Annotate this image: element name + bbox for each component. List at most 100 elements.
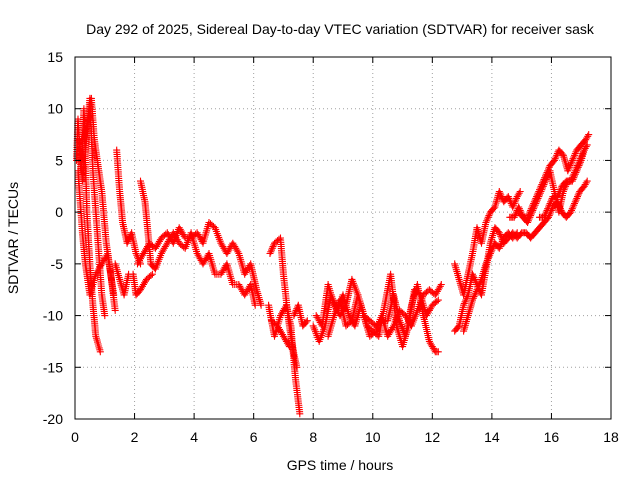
data-point [568, 206, 575, 214]
data-point [530, 198, 538, 206]
data-point [147, 272, 155, 279]
data-point [544, 205, 552, 213]
data-point [285, 343, 293, 351]
data-point [266, 250, 274, 257]
data-point [495, 188, 503, 195]
data-point [533, 193, 541, 201]
data-point [570, 153, 578, 161]
data-point [577, 153, 585, 161]
data-point [496, 189, 504, 197]
data-point [526, 208, 534, 216]
data-point [512, 196, 520, 204]
data-point [529, 201, 537, 209]
x-tick-label: 16 [544, 429, 560, 445]
data-point [291, 308, 299, 316]
x-tick-label: 0 [71, 429, 79, 445]
data-point [579, 150, 587, 157]
data-point [573, 163, 581, 171]
data-point [534, 189, 542, 197]
data-point [551, 155, 559, 163]
chart-title: Day 292 of 2025, Sidereal Day-to-day VTE… [86, 21, 595, 37]
data-point [483, 256, 491, 264]
data-point [475, 281, 483, 288]
data-point [95, 344, 103, 352]
data-point [148, 270, 156, 278]
data-point [577, 155, 584, 163]
data-point [477, 277, 485, 285]
data-point [574, 191, 582, 199]
data-point [582, 143, 590, 151]
data-point [268, 244, 276, 252]
data-point [582, 179, 590, 187]
data-point [527, 205, 535, 213]
data-point [485, 212, 493, 220]
data-point [302, 318, 310, 326]
data-point [454, 272, 462, 279]
data-point [530, 200, 538, 207]
data-point [437, 281, 445, 288]
data-point [486, 250, 494, 257]
data-point [524, 212, 532, 220]
data-point [257, 301, 265, 309]
data-point [484, 213, 492, 221]
y-tick-label: -5 [51, 256, 64, 272]
data-point [463, 294, 471, 302]
data-point [434, 348, 442, 356]
y-tick-label: -20 [43, 411, 63, 427]
data-point [542, 208, 550, 216]
data-point [571, 198, 579, 206]
data-point [125, 236, 133, 244]
data-point [539, 177, 547, 185]
data-point [510, 201, 517, 209]
data-point [234, 248, 242, 256]
data-point [471, 275, 479, 283]
data-point [269, 243, 277, 251]
data-point [460, 300, 468, 307]
x-tick-label: 12 [425, 429, 441, 445]
data-point [484, 255, 492, 263]
y-tick-label: 15 [47, 49, 63, 65]
y-tick-label: -15 [43, 359, 63, 375]
data-point [541, 212, 549, 220]
data-point [471, 291, 479, 299]
data-point [574, 193, 581, 201]
x-tick-label: 14 [484, 429, 500, 445]
data-point [454, 323, 462, 331]
data-point [565, 165, 573, 173]
data-point [554, 191, 562, 199]
y-axis-label: SDTVAR / TECUs [5, 182, 21, 294]
data-point [476, 279, 484, 287]
data-point [567, 177, 575, 185]
data-point [496, 243, 504, 251]
x-tick-label: 6 [250, 429, 258, 445]
data-point [96, 348, 104, 356]
data-point [516, 188, 524, 195]
data-point [540, 175, 548, 183]
data-point [460, 301, 468, 309]
data-point [558, 150, 566, 158]
data-point [474, 284, 482, 292]
data-point [132, 250, 140, 257]
data-point [533, 191, 541, 199]
data-point [542, 172, 549, 180]
data-point [572, 196, 580, 204]
data-point [496, 231, 504, 239]
data-point [566, 162, 574, 170]
data-point [461, 298, 469, 306]
data-point [472, 287, 480, 295]
data-point [527, 206, 535, 214]
data-point [583, 177, 591, 185]
y-tick-label: 10 [47, 101, 63, 117]
data-point [512, 230, 520, 238]
data-point [506, 196, 514, 204]
data-point [543, 206, 551, 214]
data-point [251, 301, 259, 309]
data-point [101, 312, 109, 320]
data-point [483, 258, 491, 266]
x-tick-label: 4 [190, 429, 198, 445]
data-point [574, 160, 582, 168]
data-point [469, 294, 477, 302]
data-point [531, 196, 539, 204]
x-tick-label: 18 [603, 429, 619, 445]
data-point [552, 153, 560, 161]
